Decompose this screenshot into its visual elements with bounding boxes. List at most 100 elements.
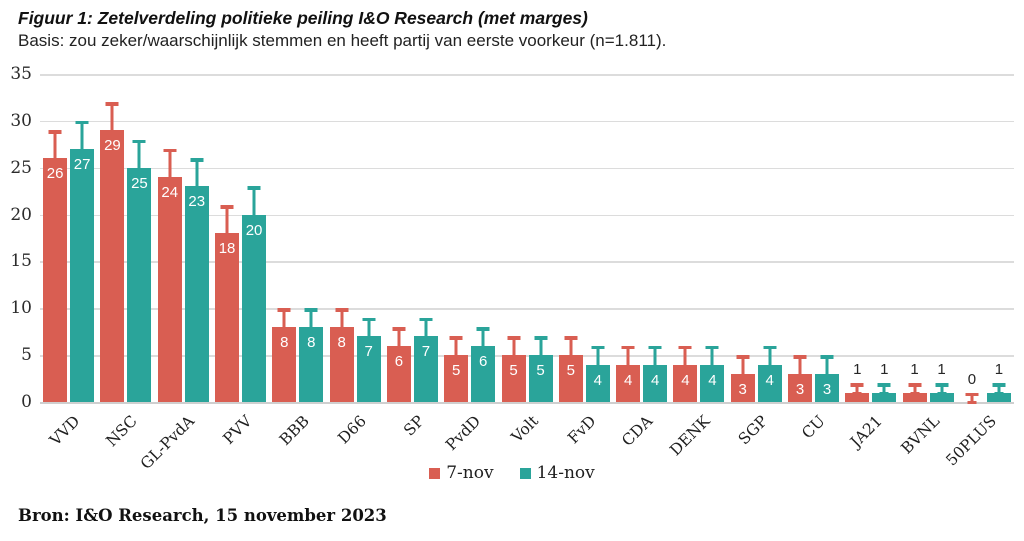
error-bar-14-nov-BVNL bbox=[940, 383, 944, 393]
error-cap-7-nov-SGP bbox=[736, 355, 750, 359]
gridline-0 bbox=[40, 402, 1014, 404]
gridline-10 bbox=[40, 308, 1014, 310]
error-cap-14-nov-VVD bbox=[75, 120, 89, 125]
error-bar-7-nov-CU bbox=[798, 355, 802, 374]
bar-14-nov-DENK: 4 bbox=[700, 345, 725, 402]
error-bar-7-nov-D66 bbox=[340, 308, 344, 328]
y-tick-label-0: 0 bbox=[21, 392, 32, 412]
x-label-FvD: FvD bbox=[564, 412, 600, 448]
error-cap-14-nov-50PLUS bbox=[992, 383, 1006, 387]
legend-label-14-nov: 14-nov bbox=[536, 463, 595, 483]
value-label-14-nov-50PLUS: 1 bbox=[994, 361, 1004, 379]
error-cap-7-nov-BBB bbox=[277, 308, 291, 312]
x-label-NSC: NSC bbox=[102, 412, 141, 451]
error-cap-14-nov-PvdD bbox=[476, 327, 490, 331]
bar-7-nov-BVNL: 1 bbox=[902, 361, 927, 402]
legend-item-14-nov: 14-nov bbox=[519, 463, 595, 483]
x-label-JA21: JA21 bbox=[846, 412, 886, 451]
bar-14-nov-GL-PvdA: 23 bbox=[184, 158, 209, 402]
y-tick-label-20: 20 bbox=[10, 204, 32, 225]
bar-7-nov-DENK: 4 bbox=[673, 345, 698, 402]
x-label-D66: D66 bbox=[334, 412, 371, 448]
error-cap-bottom-7-nov-JA21 bbox=[852, 391, 862, 395]
bar-14-nov-CU: 3 bbox=[815, 355, 839, 402]
bar-7-nov-CDA: 4 bbox=[616, 345, 641, 402]
source-note: Bron: I&O Research, 15 november 2023 bbox=[18, 506, 387, 525]
y-tick-label-15: 15 bbox=[10, 251, 32, 272]
x-label-DENK: DENK bbox=[666, 412, 714, 460]
bar-14-nov-PvdD: 6 bbox=[471, 327, 496, 402]
x-label-PVV: PVV bbox=[219, 412, 256, 448]
bar-7-nov-GL-PvdA: 24 bbox=[157, 148, 182, 402]
error-bar-7-nov-GL-PvdA bbox=[168, 148, 172, 178]
value-label-7-nov-D66: 8 bbox=[337, 334, 346, 352]
error-bar-14-nov-D66 bbox=[367, 317, 371, 337]
value-label-14-nov-Volt: 5 bbox=[536, 362, 545, 380]
error-bar-7-nov-BBB bbox=[282, 308, 286, 328]
bar-14-nov-SP: 7 bbox=[413, 317, 438, 402]
y-tick-label-30: 30 bbox=[10, 110, 32, 131]
value-label-7-nov-FvD: 5 bbox=[566, 362, 575, 380]
error-cap-7-nov-JA21 bbox=[850, 383, 864, 387]
error-cap-14-nov-GL-PvdA bbox=[190, 158, 204, 162]
error-cap-7-nov-DENK bbox=[678, 345, 692, 350]
error-cap-14-nov-FvD bbox=[591, 345, 605, 350]
x-label-Volt: Volt bbox=[507, 412, 543, 447]
gridline-15 bbox=[40, 261, 1014, 263]
value-label-7-nov-DENK: 4 bbox=[681, 371, 690, 389]
error-bar-14-nov-50PLUS bbox=[997, 383, 1001, 393]
error-cap-14-nov-DENK bbox=[705, 345, 719, 350]
bar-7-nov-SP: 6 bbox=[386, 327, 411, 402]
bar-14-nov-VVD: 27 bbox=[70, 120, 95, 402]
value-label-14-nov-BBB: 8 bbox=[307, 334, 316, 352]
error-bar-7-nov-SP bbox=[397, 327, 401, 346]
error-cap-bottom-7-nov-50PLUS bbox=[967, 401, 977, 404]
y-tick-label-25: 25 bbox=[10, 157, 32, 178]
error-cap-7-nov-SP bbox=[392, 327, 406, 331]
legend: 7-nov 14-nov bbox=[0, 463, 1024, 483]
value-label-14-nov-SGP: 4 bbox=[765, 371, 774, 389]
error-cap-14-nov-BVNL bbox=[935, 383, 949, 387]
bar-14-nov-BBB: 8 bbox=[299, 308, 324, 402]
bar-7-nov-VVD: 26 bbox=[43, 130, 68, 402]
error-cap-7-nov-BVNL bbox=[908, 383, 922, 387]
value-label-14-nov-PVV: 20 bbox=[245, 221, 263, 239]
legend-label-7-nov: 7-nov bbox=[446, 463, 494, 483]
error-cap-7-nov-PVV bbox=[220, 205, 234, 209]
gridline-20 bbox=[40, 214, 1014, 217]
value-label-14-nov-D66: 7 bbox=[364, 343, 373, 361]
error-bar-7-nov-Volt bbox=[512, 336, 516, 356]
error-cap-7-nov-CDA bbox=[621, 345, 635, 350]
error-cap-14-nov-D66 bbox=[362, 317, 376, 322]
error-bar-14-nov-FvD bbox=[596, 345, 600, 365]
error-cap-7-nov-50PLUS bbox=[965, 392, 979, 397]
value-label-7-nov-CU: 3 bbox=[795, 380, 805, 398]
y-tick-label-35: 35 bbox=[10, 64, 32, 84]
value-label-7-nov-SGP: 3 bbox=[738, 380, 747, 398]
value-label-14-nov-VVD: 27 bbox=[73, 155, 91, 173]
bar-14-nov-FvD: 4 bbox=[585, 345, 610, 402]
legend-swatch-7-nov bbox=[429, 467, 441, 479]
value-label-7-nov-NSC: 29 bbox=[104, 137, 121, 155]
error-cap-14-nov-BBB bbox=[304, 308, 318, 312]
error-bar-14-nov-CU bbox=[825, 355, 829, 374]
value-label-7-nov-BVNL: 1 bbox=[910, 361, 919, 379]
gridline-25 bbox=[40, 167, 1014, 170]
error-cap-bottom-14-nov-JA21 bbox=[879, 391, 889, 395]
error-cap-14-nov-JA21 bbox=[877, 383, 891, 387]
error-cap-14-nov-PVV bbox=[247, 186, 261, 190]
bar-14-nov-BVNL: 1 bbox=[929, 361, 954, 402]
bar-14-nov-CDA: 4 bbox=[643, 345, 668, 402]
x-label-VVD: VVD bbox=[46, 412, 84, 450]
error-cap-14-nov-Volt bbox=[534, 336, 548, 340]
value-label-14-nov-FvD: 4 bbox=[593, 371, 602, 389]
